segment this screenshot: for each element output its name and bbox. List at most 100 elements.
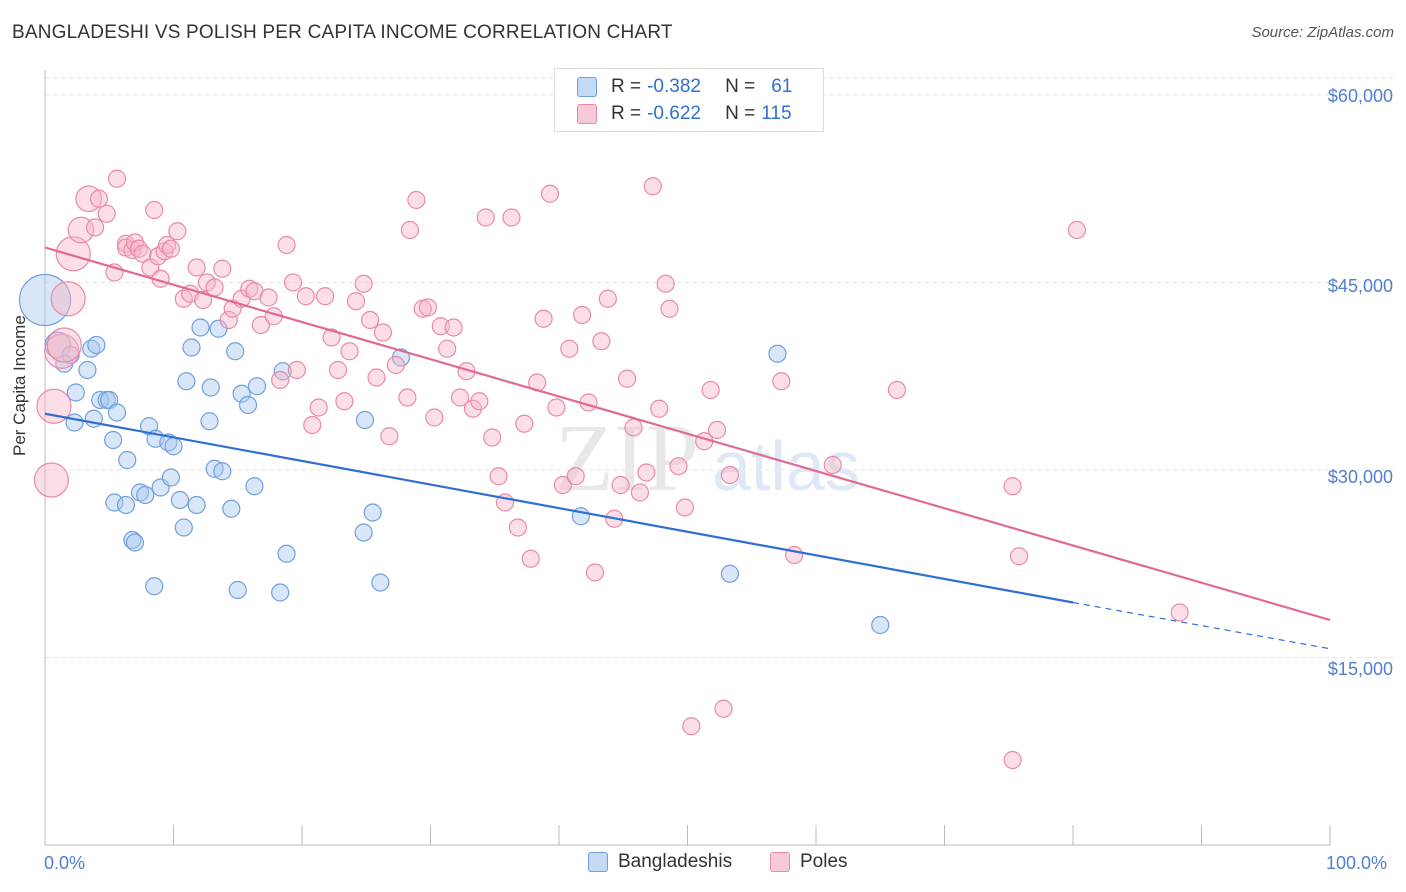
bangladeshis-point bbox=[125, 533, 145, 552]
poles-point bbox=[75, 185, 103, 213]
poles-point bbox=[450, 388, 470, 407]
poles-point bbox=[380, 427, 399, 446]
poles-points bbox=[33, 169, 1189, 770]
x-tick-label: 100.0% bbox=[1326, 853, 1388, 873]
poles-point bbox=[340, 342, 359, 361]
poles-point bbox=[361, 310, 380, 330]
grid-lines bbox=[45, 77, 1395, 658]
poles-point bbox=[168, 222, 187, 241]
blue-swatch bbox=[577, 77, 597, 97]
poles-point bbox=[772, 372, 791, 391]
axes bbox=[44, 70, 1331, 846]
bangladeshis-point bbox=[354, 523, 373, 542]
bangladeshis-point bbox=[123, 530, 142, 550]
bangladeshis-point bbox=[182, 338, 201, 357]
y-tick-label: $60,000 bbox=[1327, 86, 1393, 106]
poles-point bbox=[714, 699, 733, 718]
poles-point bbox=[643, 177, 662, 196]
poles-point bbox=[107, 169, 127, 188]
poles-point bbox=[669, 457, 688, 476]
legend-item-bangladeshis[interactable]: Bangladeshis bbox=[588, 851, 732, 873]
bangladeshis-point bbox=[116, 495, 136, 515]
y-tick-label: $45,000 bbox=[1327, 276, 1393, 296]
r-value: -0.622 bbox=[647, 103, 701, 124]
poles-point bbox=[598, 289, 617, 308]
r-label: R = bbox=[611, 103, 642, 124]
source-label: Source: ZipAtlas.com bbox=[1251, 24, 1394, 41]
poles-point bbox=[573, 305, 592, 325]
bangladeshis-point bbox=[187, 495, 206, 515]
poles-point bbox=[470, 392, 489, 411]
poles-point bbox=[398, 388, 417, 407]
poles-point bbox=[489, 467, 508, 486]
n-value: 115 bbox=[761, 103, 792, 124]
poles-point bbox=[50, 281, 86, 317]
poles-point bbox=[354, 274, 373, 293]
y-axis-label: Per Capita Income bbox=[10, 315, 29, 456]
poles-point bbox=[585, 563, 605, 582]
bangladeshis-point bbox=[226, 342, 245, 361]
poles-point bbox=[335, 392, 354, 411]
poles-point bbox=[133, 244, 152, 263]
poles-point bbox=[701, 380, 720, 400]
bangladeshis-point bbox=[232, 384, 251, 403]
watermark-atlas: atlas bbox=[712, 427, 860, 505]
bangladeshis-point bbox=[65, 413, 84, 432]
poles-point bbox=[322, 328, 341, 347]
poles-point bbox=[515, 414, 534, 433]
n-label: N = bbox=[725, 76, 756, 97]
legend-label: Bangladeshis bbox=[618, 851, 733, 872]
poles-point bbox=[637, 463, 656, 482]
poles-point bbox=[560, 339, 579, 358]
poles-point bbox=[223, 299, 242, 318]
poles-point bbox=[386, 355, 405, 375]
poles-point bbox=[407, 190, 426, 210]
poles-point bbox=[373, 323, 393, 342]
bangladeshis-point bbox=[247, 377, 267, 396]
poles-point bbox=[328, 360, 348, 380]
poles-point bbox=[193, 290, 213, 310]
poles-point bbox=[205, 278, 224, 297]
poles-point bbox=[161, 239, 181, 258]
bangladeshis-points bbox=[18, 273, 890, 635]
legend-item-poles[interactable]: Poles bbox=[770, 851, 848, 873]
poles-trend-line bbox=[44, 246, 1331, 622]
poles-point bbox=[508, 518, 527, 537]
poles-point bbox=[650, 399, 669, 418]
bangladeshis-point bbox=[238, 395, 258, 415]
bangladeshis-point bbox=[104, 430, 123, 450]
bangladeshis-point bbox=[170, 490, 190, 510]
bangladeshis-point bbox=[164, 437, 183, 456]
bangladeshis-point bbox=[66, 383, 85, 402]
poles-point bbox=[592, 332, 611, 351]
poles-point bbox=[540, 184, 560, 203]
bangladeshis-point bbox=[213, 462, 232, 481]
pink-swatch bbox=[577, 104, 597, 124]
bangladeshis-point bbox=[174, 518, 193, 537]
poles-point bbox=[400, 220, 420, 240]
poles-point bbox=[675, 498, 695, 517]
poles-point bbox=[316, 287, 335, 306]
bangladeshis-point bbox=[228, 580, 247, 600]
chart-title: BANGLADESHI VS POLISH PER CAPITA INCOME … bbox=[12, 22, 673, 43]
bangladeshis-point bbox=[277, 544, 296, 563]
poles-point bbox=[309, 398, 328, 417]
pink-swatch bbox=[770, 852, 790, 872]
poles-point bbox=[566, 467, 585, 486]
bangladeshis-point bbox=[78, 360, 97, 380]
poles-point bbox=[213, 259, 232, 278]
poles-point bbox=[431, 317, 450, 336]
poles-point bbox=[271, 370, 290, 390]
n-label: N = bbox=[725, 103, 756, 124]
bangladeshis-point bbox=[720, 564, 740, 583]
poles-point bbox=[86, 218, 105, 237]
poles-point bbox=[720, 465, 740, 485]
poles-point bbox=[187, 258, 206, 277]
poles-point bbox=[1003, 477, 1022, 496]
bangladeshis-point bbox=[130, 483, 150, 502]
legend-row-poles: R = -0.622 N = 115 bbox=[577, 102, 792, 126]
poles-point bbox=[251, 315, 270, 335]
poles-point bbox=[547, 398, 566, 417]
bangladeshis-point bbox=[363, 503, 382, 522]
